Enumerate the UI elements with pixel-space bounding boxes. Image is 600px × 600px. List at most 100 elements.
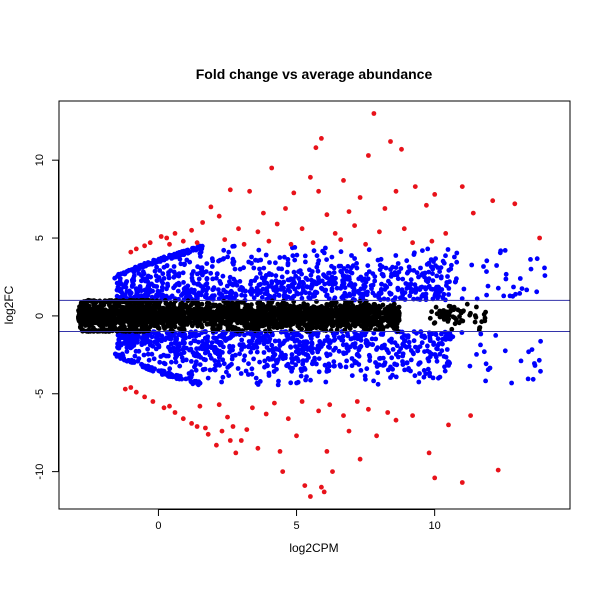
moderate-point bbox=[407, 267, 413, 273]
moderate-point bbox=[382, 342, 387, 348]
strong-point bbox=[330, 469, 335, 474]
moderate-point bbox=[389, 355, 395, 361]
unchanged-point bbox=[175, 316, 181, 321]
moderate-point bbox=[298, 373, 304, 379]
moderate-point bbox=[257, 271, 263, 276]
unchanged-point bbox=[381, 317, 387, 323]
strong-point bbox=[321, 489, 327, 495]
moderate-point bbox=[375, 257, 381, 263]
moderate-point bbox=[184, 257, 190, 263]
moderate-point bbox=[269, 280, 275, 286]
unchanged-point bbox=[308, 326, 313, 332]
moderate-point bbox=[388, 364, 393, 370]
moderate-point bbox=[216, 258, 221, 264]
moderate-point bbox=[229, 356, 235, 362]
moderate-point bbox=[266, 271, 272, 276]
strong-point bbox=[308, 494, 313, 499]
strong-point bbox=[410, 413, 415, 418]
moderate-point bbox=[227, 349, 232, 355]
unchanged-point bbox=[117, 320, 123, 326]
moderate-point bbox=[289, 352, 295, 357]
strong-point bbox=[341, 413, 346, 418]
moderate-point bbox=[174, 250, 180, 256]
moderate-point bbox=[356, 276, 362, 282]
unchanged-point bbox=[315, 315, 321, 320]
moderate-point bbox=[315, 268, 321, 274]
moderate-point bbox=[231, 243, 237, 249]
unchanged-point bbox=[441, 308, 446, 313]
moderate-point bbox=[292, 257, 298, 263]
strong-point bbox=[277, 449, 283, 454]
unchanged-point bbox=[389, 304, 395, 310]
moderate-point bbox=[320, 248, 325, 254]
unchanged-point bbox=[163, 300, 169, 306]
strong-point bbox=[366, 406, 371, 412]
moderate-point bbox=[326, 344, 331, 350]
moderate-point bbox=[279, 274, 285, 280]
chart-title: Fold change vs average abundance bbox=[196, 66, 433, 82]
moderate-point bbox=[225, 254, 231, 260]
unchanged-point bbox=[345, 314, 351, 320]
moderate-point bbox=[159, 288, 165, 293]
unchanged-point bbox=[157, 306, 163, 312]
unchanged-point bbox=[275, 311, 280, 317]
moderate-point bbox=[266, 373, 272, 378]
moderate-point bbox=[192, 338, 198, 344]
unchanged-point bbox=[154, 298, 160, 304]
moderate-point bbox=[198, 355, 204, 360]
moderate-point bbox=[304, 358, 309, 363]
moderate-point bbox=[484, 269, 489, 274]
y-tick-label: 10 bbox=[34, 154, 46, 166]
unchanged-point bbox=[380, 310, 385, 315]
moderate-point bbox=[273, 278, 279, 284]
moderate-point bbox=[340, 333, 346, 339]
strong-point bbox=[432, 475, 438, 481]
moderate-point bbox=[164, 286, 169, 292]
moderate-point bbox=[174, 351, 180, 357]
strong-point bbox=[490, 198, 496, 204]
moderate-point bbox=[134, 292, 140, 297]
moderate-point bbox=[538, 338, 543, 344]
moderate-point bbox=[115, 284, 121, 290]
moderate-point bbox=[331, 270, 337, 275]
moderate-point bbox=[354, 360, 359, 365]
y-axis: -10 -5 0 5 10 bbox=[34, 154, 59, 480]
unchanged-point bbox=[79, 327, 85, 333]
unchanged-point bbox=[104, 315, 109, 321]
moderate-point bbox=[422, 274, 427, 280]
moderate-point bbox=[372, 278, 378, 284]
moderate-point bbox=[214, 271, 220, 277]
unchanged-point bbox=[297, 317, 303, 323]
moderate-point bbox=[179, 376, 185, 382]
unchanged-point bbox=[89, 317, 95, 322]
strong-point bbox=[399, 146, 404, 152]
unchanged-point bbox=[461, 308, 466, 314]
moderate-point bbox=[112, 351, 118, 357]
moderate-point bbox=[223, 289, 229, 295]
moderate-point bbox=[348, 280, 354, 286]
moderate-point bbox=[151, 356, 157, 362]
moderate-point bbox=[130, 339, 136, 345]
unchanged-point bbox=[217, 302, 223, 308]
moderate-point bbox=[221, 361, 227, 367]
unchanged-point bbox=[483, 309, 488, 315]
moderate-point bbox=[251, 289, 257, 294]
moderate-point bbox=[331, 265, 337, 271]
moderate-point bbox=[322, 338, 328, 344]
moderate-point bbox=[130, 279, 136, 285]
unchanged-point bbox=[103, 307, 109, 313]
unchanged-point bbox=[81, 305, 86, 310]
unchanged-point bbox=[312, 321, 318, 326]
moderate-point bbox=[135, 334, 141, 340]
moderate-point bbox=[186, 371, 192, 376]
moderate-point bbox=[421, 368, 427, 373]
strong-point bbox=[299, 399, 305, 404]
unchanged-point bbox=[438, 313, 444, 318]
strong-point bbox=[377, 229, 382, 235]
moderate-point bbox=[255, 290, 261, 296]
strong-point bbox=[446, 422, 451, 428]
strong-point bbox=[363, 241, 368, 247]
unchanged-point bbox=[265, 322, 271, 328]
unchanged-point bbox=[391, 322, 397, 328]
moderate-point bbox=[161, 352, 167, 358]
